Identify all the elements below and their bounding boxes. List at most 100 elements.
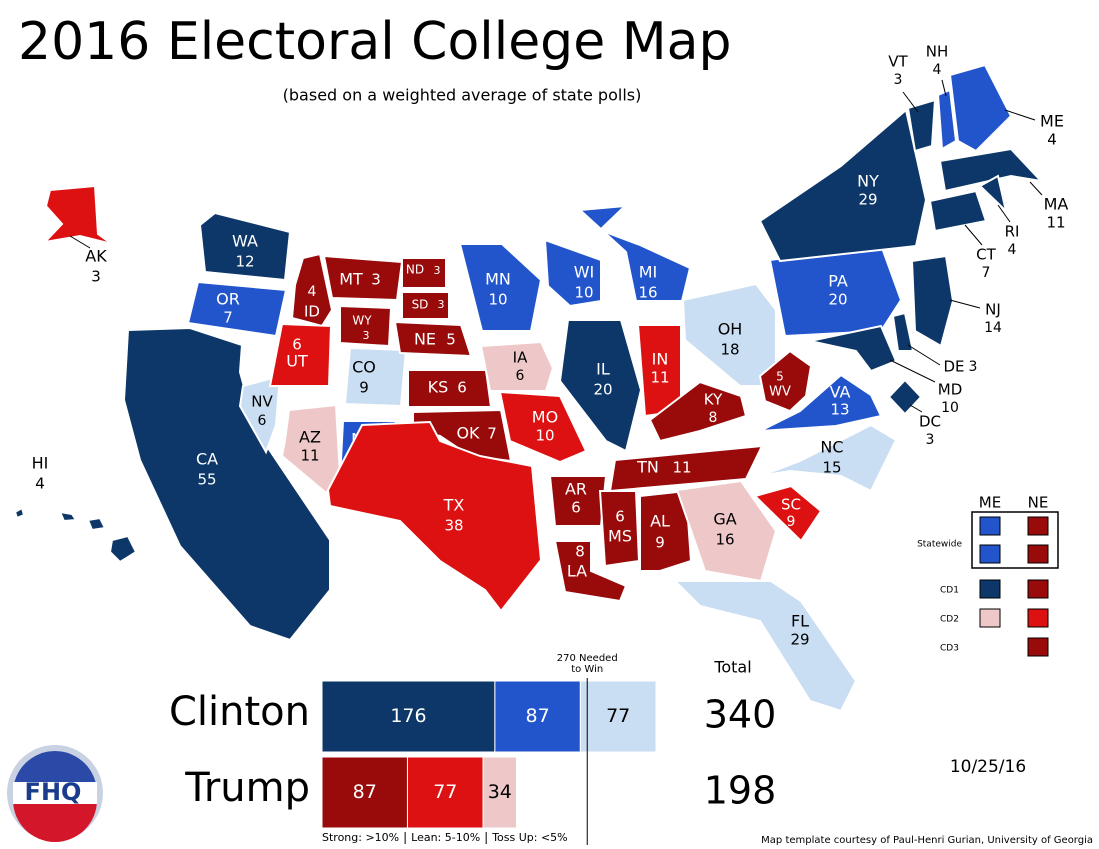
leader-line [909, 404, 923, 413]
state-ev: 7 [223, 309, 233, 327]
state-shape [928, 189, 988, 233]
state-abbr: OR [216, 290, 240, 309]
leader-line [949, 299, 981, 309]
bar-segment [321, 756, 408, 829]
state: ND 3 [401, 257, 447, 289]
state-shape [326, 420, 543, 613]
state-shape [548, 475, 608, 527]
candidate-name: Trump [184, 765, 310, 811]
leader-line [69, 235, 91, 249]
state-ev: 29 [858, 191, 877, 209]
state-ev: 6 [615, 508, 625, 526]
state-ev: 10 [574, 284, 593, 302]
state-ev: 6 [516, 368, 525, 384]
state-shape [608, 444, 764, 493]
state: NH4 [926, 43, 958, 151]
legend-swatch [1027, 516, 1049, 536]
legend-swatch [1027, 579, 1049, 599]
statewide-frame [971, 511, 1059, 569]
legend-row-label: CD3 [940, 644, 959, 654]
state-shape [122, 326, 331, 642]
state-shape [753, 484, 823, 543]
state-ev: 4 [35, 475, 45, 493]
state-shape [978, 174, 1008, 215]
state-shape [498, 390, 588, 464]
state-ev: 16 [715, 531, 734, 549]
legend-entry: Lean: 5-10% [411, 831, 480, 844]
state-abbr: NJ [985, 301, 1001, 319]
state: WI 10 [543, 238, 602, 308]
state-shape [458, 243, 543, 332]
state-shape [558, 319, 643, 453]
state-abbr: IA [513, 349, 528, 367]
state-abbr: ID [304, 303, 320, 321]
state-shape [343, 346, 408, 408]
state-ev: 5 [446, 331, 456, 349]
state-shape [577, 204, 692, 302]
state-abbr: MT [339, 270, 363, 289]
candidate-name: Clinton [169, 689, 310, 735]
state-abbr: CT [976, 246, 996, 264]
logo: FHQ [7, 745, 103, 842]
state: TN 11 [608, 444, 764, 493]
state-abbr: KY [704, 391, 723, 409]
legend-column-label: NE [1028, 494, 1049, 512]
state-abbr: FL [791, 612, 809, 631]
state-ev: 6 [258, 413, 267, 429]
state: RI4 [978, 174, 1019, 258]
state-abbr: DE [943, 358, 964, 376]
state-ev: 3 [371, 271, 381, 289]
state-ev: 11 [650, 369, 669, 387]
legend-swatch [1027, 637, 1049, 657]
state-abbr: UT [286, 352, 308, 371]
state-ev: 4 [1008, 242, 1017, 258]
bar-value-label: 176 [390, 705, 426, 727]
state-abbr: MN [485, 270, 511, 289]
state-ev: 38 [444, 517, 463, 535]
state-ev: 3 [438, 298, 445, 311]
state: CT7 [928, 189, 997, 281]
subtitle: (based on a weighted average of state po… [283, 86, 642, 105]
state: IL 20 [558, 319, 643, 453]
state-abbr: AL [650, 512, 670, 531]
state-abbr: MD [938, 381, 963, 399]
state: CO 9 [343, 346, 408, 408]
bar-value-label: 77 [606, 705, 630, 727]
state-ev: 15 [822, 459, 841, 477]
state-ev: 16 [638, 284, 657, 302]
state: NC 15 [759, 423, 898, 493]
state: CA 55 [122, 326, 331, 642]
state: NE 5 [393, 320, 473, 358]
legend-swatch [1027, 608, 1049, 628]
state: VT3 [888, 53, 937, 153]
leader-line [997, 204, 1011, 223]
state-ev: 5 [776, 370, 784, 384]
legend-swatch [979, 608, 1001, 628]
state-abbr: MO [532, 408, 558, 427]
state-ev: 6 [292, 336, 302, 354]
totals-header: Total [713, 658, 751, 677]
state-ev: 4 [1047, 131, 1057, 149]
state-shape [186, 280, 288, 338]
state: HI 4 [13, 454, 138, 564]
state-ev: 6 [457, 379, 467, 397]
state-abbr: WI [574, 263, 595, 282]
state-shape [887, 378, 923, 416]
state-shape [672, 580, 858, 713]
threshold-label: 270 Needed to Win [556, 653, 618, 675]
state-ev: 3 [363, 329, 370, 342]
state-shape [938, 147, 1044, 193]
state-abbr: AK [85, 247, 107, 266]
state-ev: 3 [894, 72, 903, 88]
state: LA8 [553, 540, 628, 603]
credit: Map template courtesy of Paul-Henri Guri… [761, 835, 1093, 846]
state-abbr: WV [769, 385, 791, 400]
state-shape [401, 257, 447, 289]
